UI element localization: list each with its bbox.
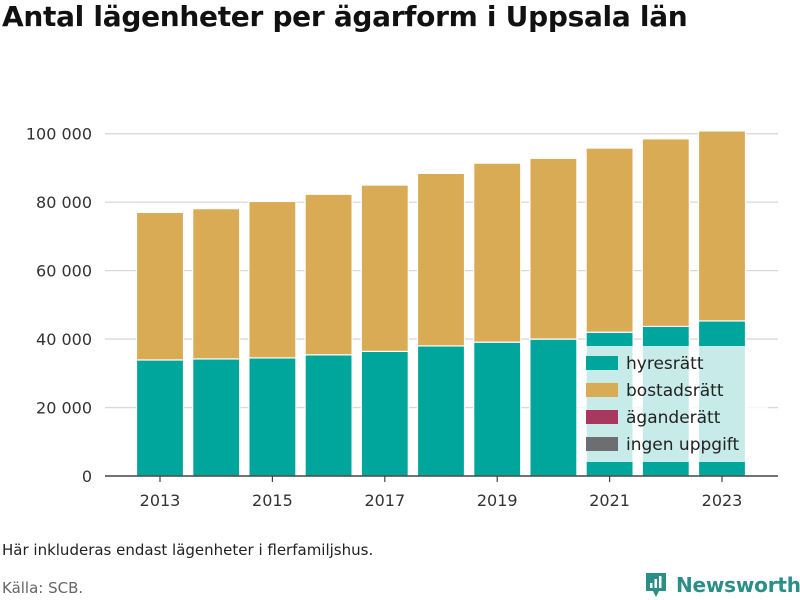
bar-hyresrätt-2016[interactable] bbox=[304, 354, 353, 477]
bar-bostadsrätt-2017[interactable] bbox=[360, 184, 409, 353]
bar-bostadsrätt-2023[interactable] bbox=[697, 130, 747, 322]
y-tick-label: 20 000 bbox=[36, 399, 92, 418]
brand-name: Newsworthy bbox=[676, 573, 800, 597]
chart-title: Antal lägenheter per ägarform i Uppsala … bbox=[2, 0, 688, 33]
y-tick-label: 40 000 bbox=[36, 330, 92, 349]
bar-hyresrätt-2013[interactable] bbox=[135, 359, 185, 477]
legend-label: äganderätt bbox=[626, 408, 721, 428]
bar-bostadsrätt-2018[interactable] bbox=[416, 172, 466, 347]
legend-swatch bbox=[586, 410, 618, 424]
bar-bostadsrätt-2019[interactable] bbox=[473, 162, 522, 343]
footnote: Här inkluderas endast lägenheter i flerf… bbox=[2, 541, 374, 559]
bar-hyresrätt-2018[interactable] bbox=[416, 345, 466, 477]
bar-hyresrätt-2015[interactable] bbox=[248, 357, 297, 477]
x-tick-label: 2017 bbox=[364, 491, 405, 510]
bar-bostadsrätt-2022[interactable] bbox=[641, 138, 690, 328]
bar-hyresrätt-2019[interactable] bbox=[473, 341, 522, 477]
legend-label: bostadsrätt bbox=[626, 381, 724, 401]
x-tick-label: 2013 bbox=[140, 491, 181, 510]
x-tick-label: 2015 bbox=[252, 491, 293, 510]
bar-bostadsrätt-2021[interactable] bbox=[585, 147, 634, 333]
newsworthy-logo-icon bbox=[646, 573, 666, 597]
y-tick-label: 80 000 bbox=[36, 193, 92, 212]
bar-hyresrätt-2014[interactable] bbox=[192, 358, 241, 477]
legend-swatch bbox=[586, 437, 618, 451]
legend-label: ingen uppgift bbox=[626, 435, 739, 455]
bar-bostadsrätt-2016[interactable] bbox=[304, 193, 353, 356]
bar-bostadsrätt-2015[interactable] bbox=[248, 200, 297, 359]
brand-logo[interactable]: Newsworthy bbox=[644, 570, 800, 600]
legend-swatch bbox=[586, 356, 618, 370]
y-tick-label: 100 000 bbox=[26, 125, 92, 144]
x-tick-label: 2019 bbox=[477, 491, 518, 510]
bar-hyresrätt-2017[interactable] bbox=[360, 350, 409, 477]
y-tick-label: 60 000 bbox=[36, 262, 92, 281]
x-tick-label: 2023 bbox=[702, 491, 743, 510]
legend: hyresrätt bostadsrätt äganderätt ingen uppg… bbox=[578, 346, 768, 462]
x-tick-label: 2021 bbox=[589, 491, 630, 510]
bar-bostadsrätt-2014[interactable] bbox=[192, 208, 241, 360]
bar-bostadsrätt-2013[interactable] bbox=[135, 211, 185, 361]
legend-label: hyresrätt bbox=[626, 354, 704, 374]
x-axis: 2013 2015 2017 2019 2021 2023 bbox=[105, 475, 778, 510]
y-tick-label: 0 bbox=[82, 467, 92, 486]
bar-bostadsrätt-2020[interactable] bbox=[529, 157, 578, 340]
bar-hyresrätt-2020[interactable] bbox=[529, 338, 578, 477]
legend-swatch bbox=[586, 383, 618, 397]
source-note: Källa: SCB. bbox=[2, 579, 84, 597]
y-axis-ticks: 0 20 000 40 000 60 000 80 000 100 000 bbox=[26, 125, 92, 486]
